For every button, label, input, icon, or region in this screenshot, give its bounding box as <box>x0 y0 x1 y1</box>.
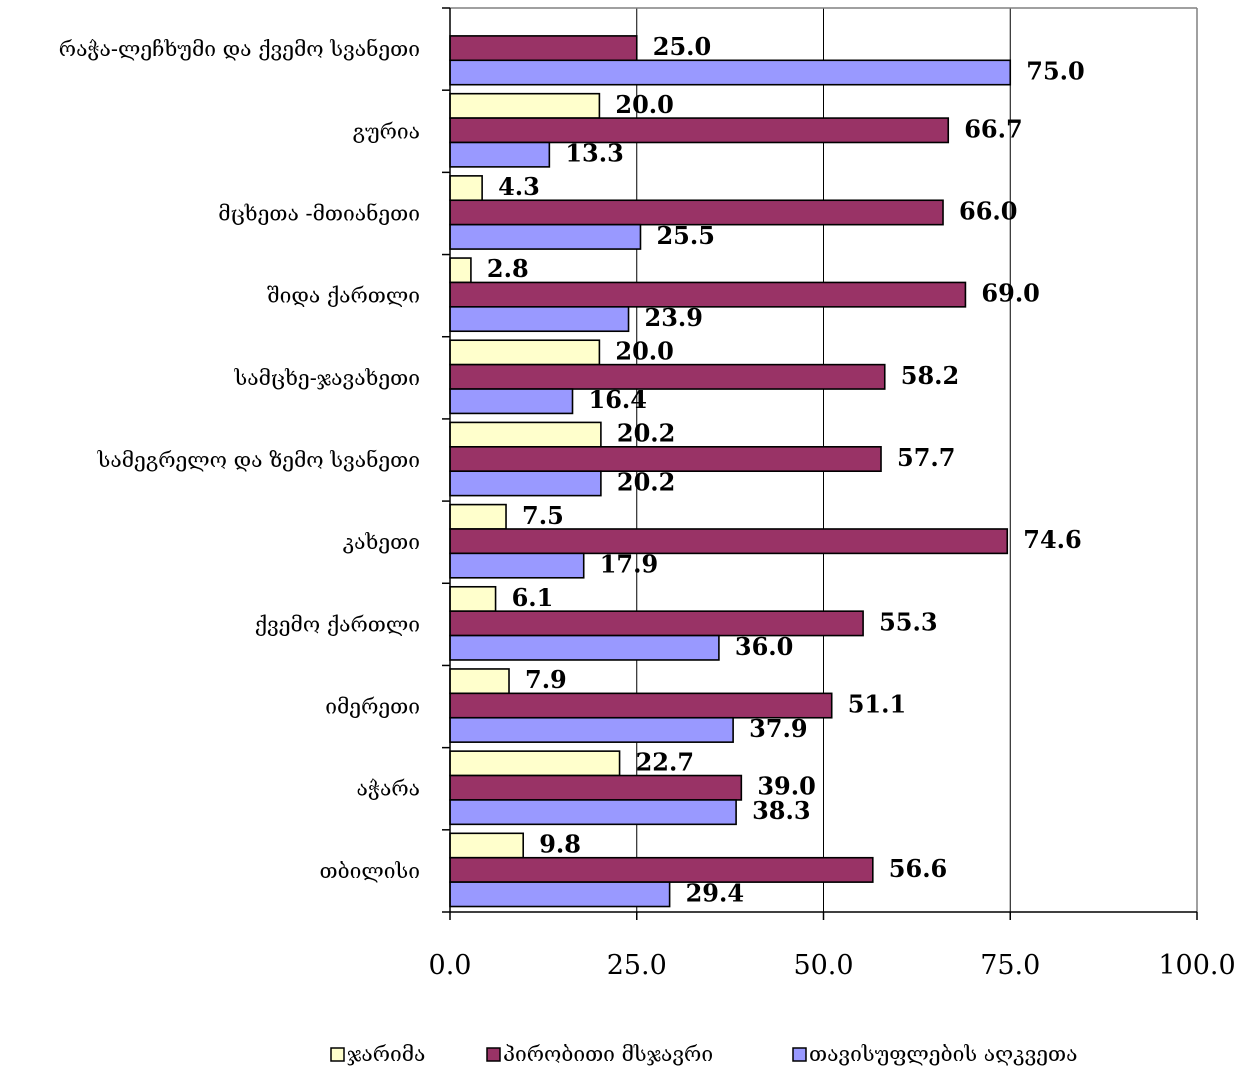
data-label: 74.6 <box>1023 525 1081 554</box>
category-label: შიდა ქართლი <box>267 284 420 308</box>
bar <box>449 175 483 202</box>
legend-swatch <box>792 1047 807 1062</box>
data-label: 66.7 <box>964 114 1022 143</box>
data-label: 75.0 <box>1026 57 1084 86</box>
bar <box>449 799 737 826</box>
category-label: მცხეთა -მთიანეთი <box>218 201 420 225</box>
grid-lines <box>450 7 1198 912</box>
data-label: 25.5 <box>656 221 714 250</box>
bar <box>449 634 720 661</box>
bar <box>449 141 551 168</box>
data-label: 20.0 <box>615 336 673 365</box>
bar <box>449 363 886 390</box>
data-label: 20.2 <box>617 467 675 496</box>
bar <box>449 585 497 612</box>
bar <box>449 552 585 579</box>
labels: 25.0 75.0 რაჭა-ლეჩხუმი და ქვემო სვანეთი 20.… <box>59 32 1085 907</box>
data-label: 58.2 <box>901 361 959 390</box>
category-label: კახეთი <box>343 530 420 554</box>
category-label: ქვემო ქართლი <box>255 612 420 636</box>
bar <box>449 117 950 144</box>
data-label: 6.1 <box>512 583 554 612</box>
bar <box>449 528 1009 555</box>
category-label: იმერეთი <box>325 695 420 719</box>
bar <box>449 92 601 119</box>
legend: ჯარიმა პირობითი მსჯავრი თავისუფლების აღკვე… <box>330 1042 1077 1066</box>
data-label: 51.1 <box>848 690 906 719</box>
bar <box>449 199 944 226</box>
bar <box>449 223 642 250</box>
x-tick-label: 0.0 <box>429 950 472 981</box>
bar <box>449 503 507 530</box>
category-label: გურია <box>353 119 420 143</box>
data-label: 20.2 <box>617 419 675 448</box>
legend-swatch <box>330 1047 345 1062</box>
data-label: 25.0 <box>653 32 711 61</box>
data-label: 66.0 <box>959 196 1017 225</box>
x-tick-label: 75.0 <box>980 950 1040 981</box>
data-label: 57.7 <box>897 443 955 472</box>
bar <box>449 339 601 366</box>
data-label: 55.3 <box>879 607 937 636</box>
data-label: 23.9 <box>645 303 703 332</box>
category-label: თბილისი <box>320 859 420 883</box>
x-tick-label: 100.0 <box>1158 950 1235 981</box>
bar <box>449 306 630 333</box>
data-label: 37.9 <box>749 714 807 743</box>
bar <box>449 716 734 743</box>
axes: 0.0 25.0 50.0 75.0 100.0 <box>429 7 1236 981</box>
legend-label: ჯარიმა <box>347 1042 425 1066</box>
data-label: 38.3 <box>752 796 810 825</box>
bar <box>449 257 472 284</box>
bar <box>449 668 510 695</box>
data-label: 29.4 <box>686 878 744 907</box>
bar <box>449 388 574 415</box>
legend-label: პირობითი მსჯავრი <box>503 1042 713 1066</box>
bar <box>449 832 525 859</box>
bar <box>449 421 602 448</box>
data-label: 20.0 <box>615 90 673 119</box>
data-label: 7.9 <box>525 665 567 694</box>
bar <box>449 881 671 908</box>
bar <box>449 774 743 801</box>
data-label: 4.3 <box>498 172 540 201</box>
category-label: აჭარა <box>357 777 420 801</box>
data-label: 2.8 <box>487 254 529 283</box>
data-label: 9.8 <box>539 830 581 859</box>
bar <box>449 470 602 497</box>
data-label: 13.3 <box>565 139 623 168</box>
category-label: სამეგრელო და ზემო სვანეთი <box>97 448 420 472</box>
bar <box>449 856 874 883</box>
bar <box>449 750 621 777</box>
data-label: 39.0 <box>757 772 815 801</box>
x-tick-label: 25.0 <box>607 950 667 981</box>
data-label: 36.0 <box>735 632 793 661</box>
legend-label: თავისუფლების აღკვეთა <box>809 1042 1077 1066</box>
bar <box>449 281 967 308</box>
category-label: რაჭა-ლეჩხუმი და ქვემო სვანეთი <box>59 37 420 61</box>
data-label: 16.4 <box>589 385 647 414</box>
data-label: 22.7 <box>636 747 694 776</box>
category-label: სამცხე-ჯავახეთი <box>233 366 420 390</box>
data-label: 56.6 <box>889 854 947 883</box>
x-tick-label: 50.0 <box>793 950 853 981</box>
bar <box>449 446 882 473</box>
data-label: 69.0 <box>981 279 1039 308</box>
bar <box>449 610 864 637</box>
data-label: 7.5 <box>522 501 564 530</box>
data-label: 17.9 <box>600 550 658 579</box>
bar <box>449 35 638 62</box>
legend-swatch <box>486 1047 501 1062</box>
bar <box>449 59 1012 86</box>
